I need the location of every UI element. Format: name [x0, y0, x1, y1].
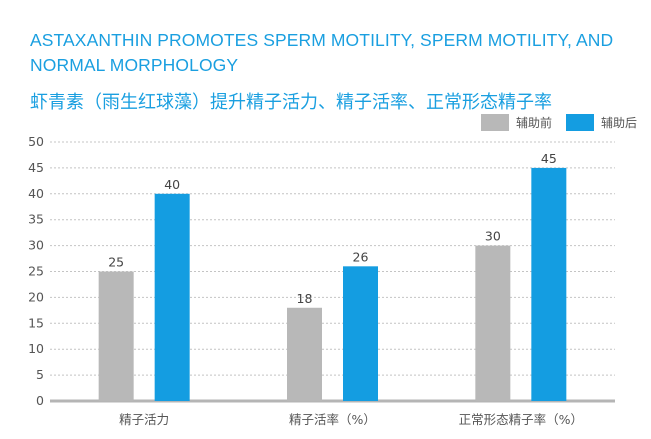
y-tick-label: 25: [28, 264, 44, 279]
bar: [287, 307, 322, 401]
bar: [98, 271, 134, 401]
data-label: 26: [353, 249, 369, 264]
data-label: 25: [108, 255, 124, 270]
legend-item-before: 辅助前: [480, 114, 552, 131]
x-category-label: 精子活力: [119, 412, 169, 427]
data-label: 18: [297, 291, 313, 306]
y-tick-label: 5: [36, 367, 44, 382]
legend: 辅助前 辅助后: [467, 114, 637, 131]
bar: [343, 266, 378, 401]
y-tick-label: 20: [28, 289, 44, 304]
legend-swatch-before: [480, 114, 509, 131]
legend-item-after: 辅助后: [565, 114, 637, 131]
bar: [475, 245, 511, 401]
y-tick-label: 40: [28, 186, 44, 201]
legend-label-before: 辅助前: [515, 116, 552, 130]
y-tick-label: 10: [28, 341, 44, 356]
x-category-label: 精子活率（%）: [289, 412, 376, 427]
y-tick-label: 50: [28, 134, 44, 149]
y-tick-label: 15: [28, 315, 44, 330]
data-label: 40: [164, 177, 180, 192]
chart-title-en: ASTAXANTHIN PROMOTES SPERM MOTILITY, SPE…: [30, 30, 614, 75]
data-label: 45: [541, 151, 557, 166]
bar: [154, 193, 190, 401]
y-tick-label: 0: [36, 393, 44, 408]
bar: [531, 167, 567, 401]
y-tick-label: 35: [28, 212, 44, 227]
y-tick-label: 45: [28, 160, 44, 175]
chart-title-cn: 虾青素（雨生红球藻）提升精子活力、精子活率、正常形态精子率: [30, 92, 552, 113]
y-tick-label: 30: [28, 238, 44, 253]
legend-swatch-after: [565, 114, 594, 131]
legend-label-after: 辅助后: [600, 116, 637, 130]
x-category-label: 正常形态精子率（%）: [459, 412, 583, 427]
data-label: 30: [485, 229, 501, 244]
